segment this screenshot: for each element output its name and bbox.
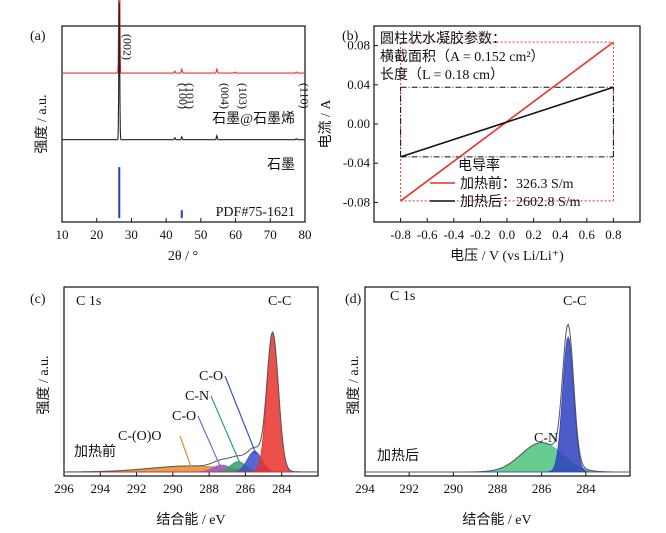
panel-c-spectrum-label: C 1s [76, 294, 101, 309]
panel-b-xtick-label: 0.0 [499, 227, 515, 242]
panel-a-series-2-label: 石墨 [267, 158, 295, 173]
panel-b-annotation-3: 长度（L = 0.18 cm） [380, 67, 504, 83]
panel-a-xtick-label: 10 [56, 227, 69, 242]
panel-c-callout-line-3 [210, 395, 241, 464]
panel-c-xtick-label: 284 [272, 481, 292, 496]
panel-d-label: (d) [345, 292, 362, 307]
panel-d-condition-label: 加热后 [377, 448, 419, 464]
panel-c-component-label-1: C-C [268, 294, 291, 309]
panel-d: (d) C 1s 294 292 290 288 286 284 C-C C-N 加热后 结… [345, 286, 631, 528]
panel-c-xtick-label: 294 [91, 481, 111, 496]
panel-b-legend-title: 电导率 [458, 157, 500, 174]
panel-d-callouts: C-C C-N [534, 294, 586, 446]
panel-c-condition-label: 加热前 [74, 443, 116, 460]
panel-a-peak-label: (103) [236, 83, 250, 109]
panel-a-series-3-label: PDF#75-1621 [216, 205, 295, 220]
panel-b-label: (b) [342, 29, 359, 44]
panel-b-xtick-label: -0.8 [390, 227, 411, 242]
panel-d-xtick-label: 284 [576, 481, 596, 496]
panel-a-xlabel: 2θ / ° [168, 249, 198, 264]
panel-d-ticks: 294 292 290 288 286 284 [355, 472, 596, 496]
panel-b-series-line-2 [400, 86, 614, 158]
panel-b-xtick-label: -0.6 [417, 227, 438, 242]
panel-a-peak-label: (101) [183, 83, 197, 109]
panel-a-ylabel: 强度 / a.u. [34, 94, 50, 153]
panel-c-xtick-label: 296 [54, 481, 74, 496]
panel-a-xtick-label: 70 [264, 227, 277, 242]
panel-a-xtick-label: 60 [229, 227, 242, 242]
panel-a-peak-label: (004) [218, 83, 232, 109]
panel-b-xtick-label: 0.6 [579, 227, 596, 242]
panel-b-ytick-label: -0.04 [343, 155, 371, 170]
panel-a-xtick-label: 80 [299, 227, 312, 242]
panel-b-legend-item-2: 加热后：2602.8 S/m [460, 194, 581, 210]
panel-a-series-line-2 [62, 2, 305, 141]
panel-b-ytick-label: 0.08 [347, 38, 370, 53]
panel-c-xtick-label: 292 [127, 481, 147, 496]
panel-a: (a) 10 20 30 40 50 60 70 80 (002) (100)(101) (004… [30, 0, 312, 264]
panel-c-callout-line-4 [197, 415, 221, 467]
panel-d-component-label-1: C-C [563, 294, 586, 309]
panel-b-annotation-1: 圆柱状水凝胶参数： [380, 30, 506, 47]
panel-d-xtick-label: 288 [488, 481, 508, 496]
panel-b-legend-item-1: 加热前：326.3 S/m [460, 175, 574, 192]
panel-a-plot [62, 0, 305, 219]
panel-d-spectrum-label: C 1s [390, 289, 415, 304]
panel-d-frame [364, 286, 631, 477]
panel-b-xtick-label: 0.4 [552, 227, 569, 242]
panel-c: (c) C 1s 296 294 292 290 288 286 284 C-C C-O C-N… [30, 286, 319, 528]
panel-c-callout-line-5 [179, 435, 192, 468]
panel-d-xtick-label: 290 [444, 481, 464, 496]
panel-b-plot [400, 41, 614, 202]
panel-c-callout-line-2 [224, 375, 257, 455]
panel-c-xlabel: 结合能 / eV [156, 512, 225, 528]
panel-c-label: (c) [30, 292, 46, 307]
panel-b-xtick-label: 0.2 [525, 227, 541, 242]
panel-b: (b) -0.8 -0.6 -0.4 -0.2 0.0 0.2 0.4 0.6 0.8 -0.08… [318, 25, 641, 264]
panel-c-component-label-4: C-O [172, 409, 196, 424]
panel-a-label: (a) [30, 29, 46, 44]
panel-d-xtick-label: 286 [532, 481, 552, 496]
panel-a-peak-label: (100) [176, 83, 190, 109]
panel-d-ylabel: 强度 / a.u. [346, 355, 362, 414]
panel-a-xtick-label: 30 [125, 227, 138, 242]
panel-c-component-label-2: C-O [199, 369, 223, 384]
panel-a-ticks: 10 20 30 40 50 60 70 80 [56, 218, 312, 242]
panel-c-ticks: 296 294 292 290 288 286 284 [54, 472, 292, 496]
panel-a-frame [61, 25, 306, 223]
panel-c-ylabel: 强度 / a.u. [36, 355, 52, 414]
panel-b-xtick-label: -0.4 [444, 227, 465, 242]
panel-b-annotation-2: 横截面积（A = 0.152 cm²） [380, 49, 545, 65]
panel-a-series-1-label: 石墨@石墨烯 [212, 111, 295, 127]
panel-b-ytick-label: 0.00 [347, 116, 370, 131]
panel-d-xlabel: 结合能 / eV [462, 512, 531, 528]
panel-b-xlabel: 电压 / V (vs Li/Li⁺) [450, 248, 564, 264]
panel-c-component-label-5: C-(O)O [118, 429, 162, 444]
panel-a-xtick-label: 50 [194, 227, 207, 242]
panel-c-xtick-label: 290 [163, 481, 183, 496]
panel-a-xtick-label: 40 [160, 227, 173, 242]
panel-c-callouts: C-C C-O C-N C-O C-(O)O [118, 294, 291, 468]
panel-b-ticks: -0.8 -0.6 -0.4 -0.2 0.0 0.2 0.4 0.6 0.8 -0.08 -0.0… [343, 38, 622, 242]
panel-b-xtick-label: 0.8 [605, 227, 621, 242]
panel-b-xtick-label: -0.2 [470, 227, 491, 242]
panel-a-series-line-1 [62, 0, 305, 74]
panel-d-envelope [365, 323, 629, 473]
panel-a-peak-label: (110) [297, 83, 311, 109]
panel-d-component-label-2: C-N [534, 431, 558, 446]
panel-a-peak-labels: (002) (100)(101) (004) (103) (110) [120, 34, 311, 109]
panel-c-frame [63, 286, 319, 477]
panel-b-ylabel: 电流 / A [318, 99, 334, 149]
panel-a-peak-label: (002) [120, 34, 134, 60]
panel-c-xtick-label: 288 [199, 481, 219, 496]
panel-d-xtick-label: 294 [355, 481, 375, 496]
panel-a-xtick-label: 20 [90, 227, 103, 242]
panel-b-ytick-label: 0.04 [347, 77, 370, 92]
panel-c-component-label-3: C-N [185, 389, 209, 404]
panel-b-ytick-label: -0.08 [343, 194, 370, 209]
panel-c-xtick-label: 286 [236, 481, 256, 496]
panel-d-xtick-label: 292 [399, 481, 419, 496]
panel-d-plot [365, 323, 629, 473]
